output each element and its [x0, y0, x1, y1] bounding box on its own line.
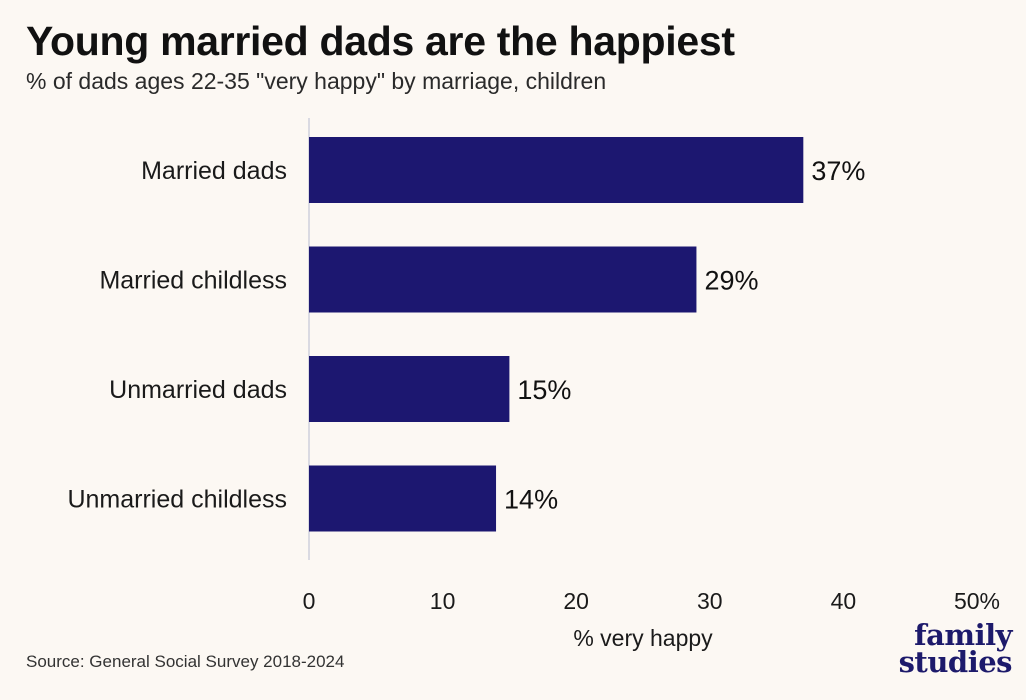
x-axis-title: % very happy [573, 625, 713, 651]
bar-1 [309, 137, 804, 203]
data-label-3: 15% [517, 375, 571, 405]
category-label-4: Unmarried childless [67, 486, 287, 514]
family-studies-logo: family studies [898, 618, 1013, 679]
x-tick-label-2: 10 [430, 588, 456, 614]
bar-4 [309, 465, 497, 532]
chart-subtitle: % of dads ages 22-35 "very happy" by mar… [26, 68, 607, 94]
data-label-4: 14% [504, 485, 558, 515]
x-tick-label-5: 40 [831, 588, 857, 614]
source-note: Source: General Social Survey 2018-2024 [26, 652, 345, 671]
x-tick-label-1: 0 [303, 588, 316, 614]
x-tick-label-6: 50% [954, 588, 1000, 614]
bar-3 [309, 356, 510, 422]
x-tick-label-3: 20 [563, 588, 589, 614]
category-label-1: Married dads [141, 157, 287, 185]
logo-line-2: studies [898, 645, 1013, 679]
logo-line-1: family [914, 618, 1012, 652]
data-label-1: 37% [811, 156, 865, 186]
data-label-2: 29% [704, 266, 758, 296]
category-label-3: Unmarried dads [109, 376, 287, 404]
x-tick-label-4: 30 [697, 588, 723, 614]
category-label-2: Married childless [99, 267, 287, 295]
chart-title: Young married dads are the happiest [26, 18, 735, 64]
bar-2 [309, 246, 697, 313]
